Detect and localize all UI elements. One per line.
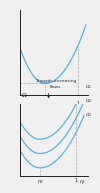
Text: $r_0$: $r_0$: [42, 101, 48, 110]
Text: ①: ①: [50, 121, 58, 130]
Text: 1: 1: [74, 178, 78, 183]
Text: $r_\beta$: $r_\beta$: [80, 178, 86, 188]
Text: $r_0$: $r_0$: [82, 101, 88, 110]
Text: $r_\theta$: $r_\theta$: [37, 178, 43, 186]
Text: $\Omega_2$: $\Omega_2$: [85, 97, 92, 105]
Text: $\Omega$: $\Omega$: [21, 91, 27, 99]
Text: 1: 1: [76, 101, 80, 106]
Text: $\Omega_1$: $\Omega_1$: [85, 83, 92, 91]
Text: $\Omega_3$: $\Omega_3$: [85, 112, 92, 119]
Text: Towards increasing
flows: Towards increasing flows: [35, 79, 77, 89]
